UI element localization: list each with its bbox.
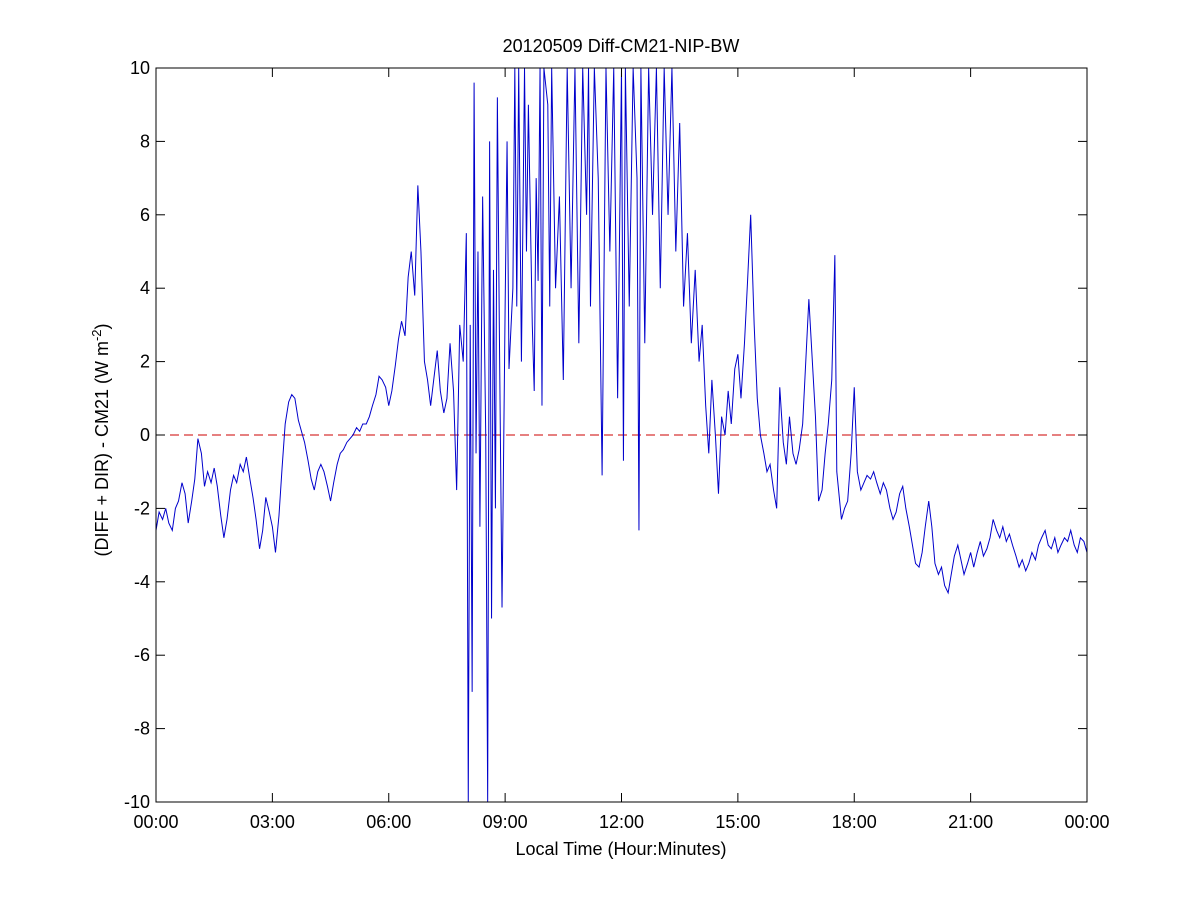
y-tick-label: -10: [124, 792, 150, 812]
y-tick-label: -8: [134, 719, 150, 739]
y-axis-label-suffix: ): [92, 323, 112, 329]
chart-title: 20120509 Diff-CM21-NIP-BW: [503, 36, 740, 56]
y-axis-label-prefix: (DIFF + DIR) - CM21 (W m: [92, 341, 112, 556]
x-tick-label: 12:00: [599, 812, 644, 832]
x-axis-ticks: 00:00 03:00 06:00 09:00 12:00 15:00 18:00 21:00…: [133, 68, 1110, 832]
series-line: [156, 68, 1087, 802]
x-axis-label: Local Time (Hour:Minutes): [515, 839, 726, 859]
x-tick-label: 21:00: [948, 812, 993, 832]
y-axis-ticks: -10 -8 -6 -4 -2 0 2 4 6 8 10: [124, 58, 1087, 812]
y-tick-label: 4: [140, 278, 150, 298]
y-axis-label: (DIFF + DIR) - CM21 (W m-2): [89, 323, 112, 556]
y-axis-label-superscript: -2: [89, 329, 104, 341]
y-tick-label: 2: [140, 352, 150, 372]
plot-area: [155, 67, 1088, 803]
x-tick-label: 09:00: [483, 812, 528, 832]
x-tick-label: 03:00: [250, 812, 295, 832]
x-tick-label: 00:00: [133, 812, 178, 832]
x-tick-label: 18:00: [832, 812, 877, 832]
x-tick-label: 06:00: [366, 812, 411, 832]
y-tick-label: -6: [134, 645, 150, 665]
x-tick-label: 00:00: [1064, 812, 1109, 832]
y-tick-label: -4: [134, 572, 150, 592]
y-tick-label: -2: [134, 498, 150, 518]
y-tick-label: 10: [130, 58, 150, 78]
y-tick-label: 0: [140, 425, 150, 445]
y-tick-label: 6: [140, 205, 150, 225]
y-tick-label: 8: [140, 131, 150, 151]
x-tick-label: 15:00: [715, 812, 760, 832]
